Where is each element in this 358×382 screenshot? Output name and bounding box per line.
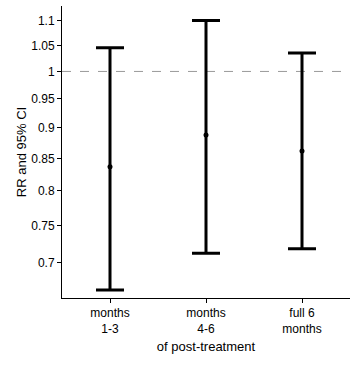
svg-text:of post-treatment: of post-treatment: [157, 339, 256, 354]
svg-text:0.75: 0.75: [31, 219, 55, 233]
svg-text:months1-3: months1-3: [90, 306, 129, 336]
svg-text:months4-6: months4-6: [186, 306, 225, 336]
svg-text:1: 1: [48, 65, 55, 79]
svg-text:0.85: 0.85: [31, 152, 55, 166]
svg-text:0.7: 0.7: [38, 256, 55, 270]
svg-text:1.05: 1.05: [31, 39, 55, 53]
svg-text:full 6months: full 6months: [282, 306, 321, 336]
svg-text:1.1: 1.1: [38, 14, 55, 28]
svg-text:0.9: 0.9: [38, 121, 55, 135]
svg-text:RR and 95% CI: RR and 95% CI: [14, 107, 29, 197]
svg-text:0.8: 0.8: [38, 184, 55, 198]
svg-text:0.95: 0.95: [31, 92, 55, 106]
